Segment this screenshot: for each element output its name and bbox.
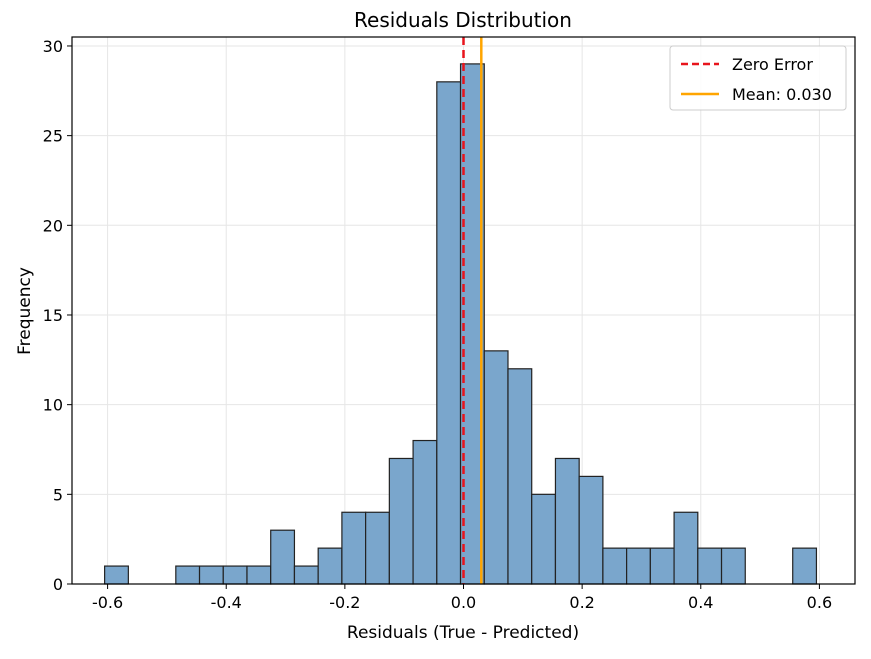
y-tick-label: 10 <box>43 396 63 415</box>
histogram-bar <box>720 547 746 585</box>
histogram-bar <box>104 565 129 585</box>
x-tick-label: 0.0 <box>451 593 476 612</box>
histogram-bar <box>554 457 580 585</box>
histogram-bar <box>649 547 675 585</box>
histogram-bar <box>293 565 319 585</box>
histogram-bar <box>388 457 414 585</box>
histogram-bar <box>317 547 343 585</box>
x-axis-label: Residuals (True - Predicted) <box>347 623 579 643</box>
y-tick-label: 15 <box>43 306 63 325</box>
x-axis-ticks: -0.6 -0.4 -0.2 0.0 0.2 0.4 0.6 <box>92 584 832 612</box>
chart-title: Residuals Distribution <box>354 8 572 32</box>
histogram-bar <box>792 547 818 585</box>
histogram-bar <box>246 565 272 585</box>
histogram-bar <box>507 368 533 585</box>
legend-zero-error-label: Zero Error <box>732 55 813 74</box>
x-tick-label: 0.6 <box>807 593 832 612</box>
x-tick-label: 0.4 <box>688 593 713 612</box>
reference-lines-layer <box>462 37 483 584</box>
bars-layer <box>104 63 818 585</box>
y-tick-label: 20 <box>43 216 63 235</box>
y-tick-label: 5 <box>53 485 63 504</box>
x-tick-label: -0.2 <box>329 593 360 612</box>
histogram-bar <box>531 493 557 585</box>
y-axis-ticks: 0 5 10 15 20 25 30 <box>43 37 72 594</box>
histogram-bar <box>602 547 628 585</box>
x-tick-label: -0.4 <box>211 593 242 612</box>
y-axis-label: Frequency <box>15 267 35 355</box>
legend: Zero Error Mean: 0.030 <box>669 45 847 111</box>
histogram-bar <box>483 350 509 585</box>
histogram-bar <box>673 511 699 585</box>
y-tick-label: 25 <box>43 127 63 146</box>
histogram-bar <box>412 439 438 585</box>
histogram-bar <box>697 547 723 585</box>
histogram-bar <box>626 547 651 585</box>
histogram-bar <box>175 565 201 585</box>
legend-mean-label: Mean: 0.030 <box>732 85 832 104</box>
histogram-bar <box>341 511 367 585</box>
histogram-bar <box>436 81 462 585</box>
histogram-bar <box>270 529 296 585</box>
histogram-bar <box>222 565 248 585</box>
histogram-bar <box>365 511 390 585</box>
histogram-bar <box>198 565 224 585</box>
x-tick-label: -0.6 <box>92 593 123 612</box>
y-tick-label: 30 <box>43 37 63 56</box>
x-tick-label: 0.2 <box>569 593 594 612</box>
y-tick-label: 0 <box>53 575 63 594</box>
histogram-bar <box>578 475 604 585</box>
